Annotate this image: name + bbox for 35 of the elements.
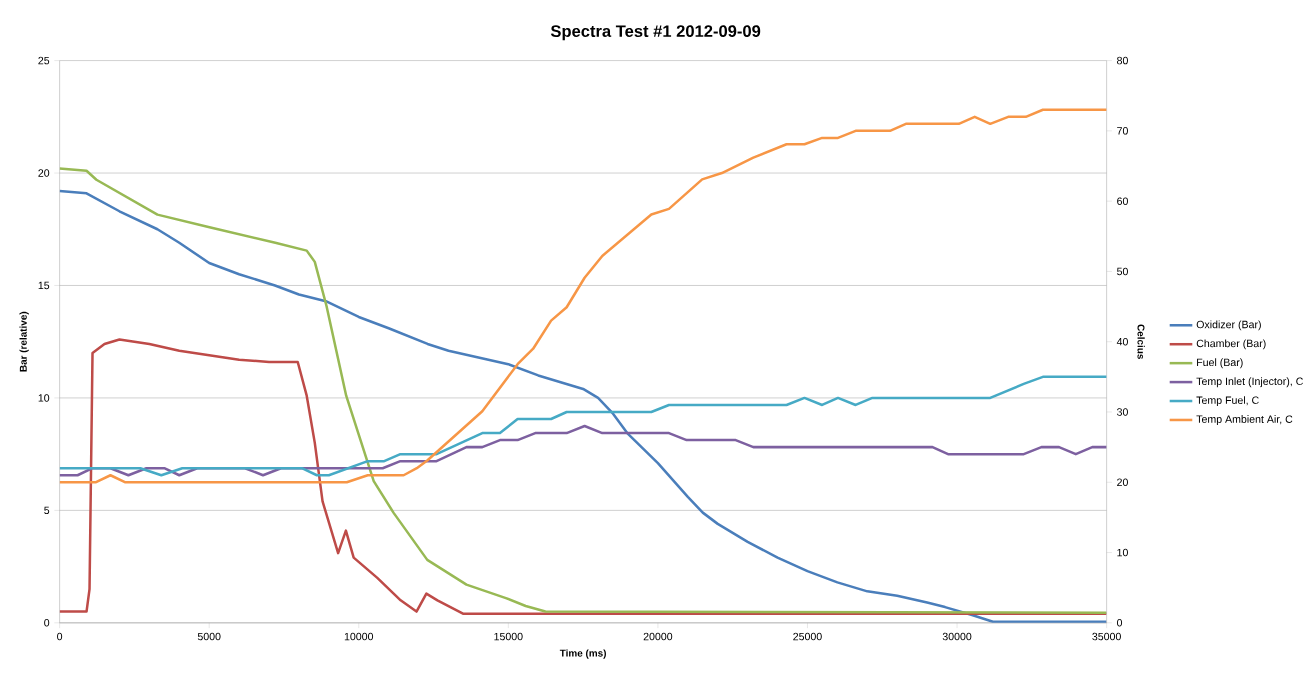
- y2-tick-label: 60: [1117, 197, 1128, 205]
- y-tick-label: 0: [44, 618, 50, 627]
- line-series: [59, 108, 1107, 484]
- x-tick-label: 20000: [643, 632, 673, 641]
- chart-title: Spectra Test #1 2012-09-09: [550, 25, 761, 41]
- y2-tick-label: 70: [1117, 126, 1128, 135]
- y2-tick-label: 30: [1116, 408, 1128, 416]
- x-tick-label: 30000: [942, 632, 972, 641]
- legend-label: Temp Fuel, C: [1196, 395, 1259, 406]
- y2-axis-title: Celcius: [1137, 324, 1145, 359]
- legend-label: Fuel (Bar): [1197, 358, 1243, 368]
- x-tick-label: 10000: [344, 632, 374, 641]
- y-axis-title: Bar (relative): [19, 311, 29, 372]
- y2-tick-label: 10: [1117, 548, 1128, 557]
- x-tick-label: 35000: [1092, 632, 1121, 641]
- x-tick-label: 25000: [793, 632, 822, 641]
- y-tick-label: 10: [38, 393, 50, 402]
- line-series: [59, 375, 1107, 477]
- y-tick-label: 20: [38, 169, 50, 177]
- x-tick-label: 15000: [494, 632, 523, 641]
- y-tick-label: 25: [38, 56, 50, 65]
- x-tick-label: 0: [57, 632, 63, 641]
- y2-tick-label: 0: [1117, 618, 1123, 627]
- x-axis-title: Time (ms): [559, 649, 606, 659]
- legend-label: Temp Ambient Air, C: [1196, 414, 1293, 425]
- y-tick-label: 15: [38, 281, 50, 289]
- legend-label: Temp Inlet (Injector), C: [1196, 377, 1303, 387]
- x-tick-label: 5000: [197, 632, 221, 641]
- y2-tick-label: 50: [1117, 267, 1128, 275]
- legend-label: Oxidizer (Bar): [1196, 320, 1261, 331]
- legend-label: Chamber (Bar): [1196, 339, 1266, 350]
- y2-tick-label: 80: [1117, 56, 1128, 65]
- y2-tick-label: 40: [1116, 337, 1128, 346]
- y2-tick-label: 20: [1117, 478, 1128, 486]
- y-tick-label: 5: [44, 506, 50, 514]
